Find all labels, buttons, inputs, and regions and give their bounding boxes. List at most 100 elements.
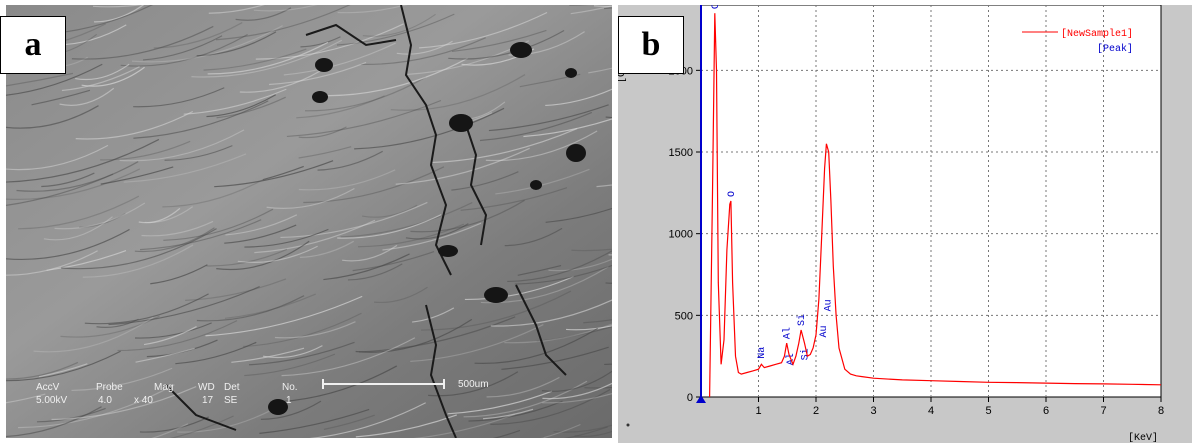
surface-streak [244,353,336,377]
surface-streak [185,278,287,301]
surface-streak [191,39,343,78]
surface-streak [164,145,233,161]
surface-streak [354,107,505,150]
surface-streak [93,5,145,23]
surface-streak [421,290,572,331]
surface-streak [485,130,598,162]
x-tick-label: 5 [985,405,991,417]
surface-streak [51,386,197,421]
surface-streak [347,263,403,281]
surface-streak [298,146,352,159]
surface-streak [448,29,565,60]
surface-streak [6,173,114,207]
surface-streak [588,67,612,74]
surface-streak [208,5,265,14]
surface-streak [244,228,329,248]
surface-streak [396,40,453,55]
surface-streak [6,72,74,87]
surface-streak [6,228,130,260]
surface-streak [336,13,455,46]
surface-streak [298,169,396,191]
surface-streak [468,400,563,422]
surface-streak [153,22,243,49]
sem-info-value: 4.0 [98,395,112,406]
surface-streak [139,416,209,433]
x-tick-label: 8 [1158,405,1164,417]
surface-streak [323,253,410,281]
sem-info-value: 5.00kV [36,395,68,406]
surface-streak [6,138,160,183]
surface-streak [495,168,590,195]
surface-streak [593,5,612,7]
surface-streak [6,144,109,171]
surface-streak [308,402,426,438]
surface-streak [31,89,91,106]
surface-streak [255,23,404,60]
peak-label: Au [824,299,835,311]
surface-streak [6,63,103,96]
surface-streak [571,248,612,252]
surface-streak [355,414,457,438]
surface-streak [447,390,553,415]
surface-streak [596,184,612,188]
surface-streak [108,286,260,326]
panel-label-a: a [0,16,66,74]
surface-streak [504,323,612,344]
surface-streak [474,327,599,364]
surface-streak [563,426,608,438]
surface-streak [390,74,526,111]
sem-info-value: 1 [286,395,292,406]
surface-streak [315,57,468,97]
surface-streak [81,66,145,87]
sem-info-header: AccV [36,382,60,393]
surface-streak [61,66,140,92]
peak-label: Al [782,327,794,339]
surface-streak [150,264,208,285]
sem-info-value: SE [224,395,238,406]
surface-streak [517,265,562,276]
scale-bar-label: 500um [458,379,489,390]
surface-streak [360,37,486,65]
surface-streak [337,5,408,14]
surface-streak [120,33,248,67]
surface-streak [451,29,547,53]
spectrum-line [709,13,1162,398]
surface-streak [54,202,146,230]
surface-streak [60,315,160,338]
surface-streak [141,220,214,237]
sem-info-header: WD [198,382,215,393]
surface-streak [216,96,286,119]
surface-streak [248,341,355,366]
surface-streak [138,207,181,224]
surface-streak [317,150,383,171]
x-tick-label: 2 [813,405,819,417]
surface-streak [196,31,277,57]
surface-streak [299,240,355,258]
surface-streak [224,224,297,244]
surface-streak [523,118,612,138]
surface-streak [6,361,79,380]
panel-label-b: b [618,16,684,74]
y-tick-label: 0 [687,392,693,404]
sem-info-header: Probe [96,382,123,393]
surface-streak [163,208,274,241]
surface-streak [100,166,174,185]
surface-streak [59,87,115,106]
peak-label: O [727,191,738,197]
surface-streak [18,195,140,230]
surface-streak [254,219,376,254]
surface-streak [274,321,356,339]
surface-streak [119,129,245,162]
surface-streak [16,161,139,192]
surface-streak [464,275,574,301]
surface-streak [6,406,102,438]
legend-label: [Peak] [1097,43,1133,55]
peak-label: Si [800,348,812,360]
surface-streak [6,393,46,404]
surface-streak [175,341,257,365]
surface-streak [361,204,418,218]
surface-streak [536,326,612,342]
surface-streak [143,326,197,346]
